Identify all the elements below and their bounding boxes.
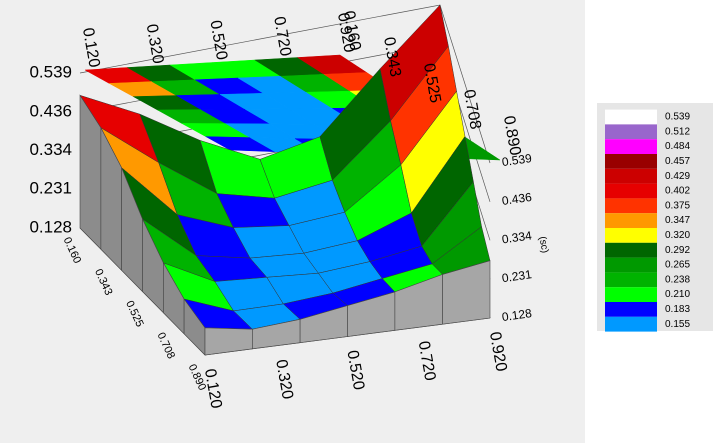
x-tick-label: 0.720 bbox=[270, 15, 294, 57]
legend-swatch bbox=[605, 109, 657, 125]
front-wall bbox=[442, 260, 491, 325]
legend-label: 0.539 bbox=[665, 112, 690, 123]
z-tick-label: 0.231 bbox=[501, 267, 533, 285]
legend-swatch bbox=[605, 302, 657, 317]
legend-swatch bbox=[605, 242, 657, 258]
legend-label: 0.238 bbox=[665, 274, 690, 285]
x-tick-label: 0.320 bbox=[272, 358, 296, 400]
x-tick-label: 0.320 bbox=[143, 23, 167, 65]
z-tick-label: 0.231 bbox=[29, 179, 72, 198]
legend-swatch bbox=[605, 154, 657, 169]
x-tick-label: 0.920 bbox=[334, 11, 358, 53]
y-tick-label: 0.708 bbox=[460, 88, 484, 130]
legend-label: 0.320 bbox=[665, 230, 690, 241]
x-tick-label: 0.120 bbox=[201, 367, 225, 409]
legend-label: 0.512 bbox=[665, 126, 690, 137]
legend-label: 0.183 bbox=[665, 304, 690, 315]
z-tick-label: 0.334 bbox=[29, 140, 72, 159]
legend-label: 0.457 bbox=[665, 156, 690, 167]
legend-label: 0.347 bbox=[665, 215, 690, 226]
legend-swatch bbox=[605, 198, 657, 214]
y-tick-label: 0.890 bbox=[500, 114, 524, 156]
legend-swatch bbox=[605, 139, 657, 154]
legend-label: 0.155 bbox=[665, 319, 690, 330]
legend-swatch bbox=[605, 316, 657, 332]
legend-label: 0.402 bbox=[665, 186, 690, 197]
z-tick-label: 0.128 bbox=[501, 306, 533, 324]
legend-swatch bbox=[605, 228, 657, 243]
legend-swatch bbox=[605, 124, 657, 140]
y-tick-label: 0.525 bbox=[420, 62, 444, 104]
legend-swatch bbox=[605, 287, 657, 302]
z-tick-label: 0.539 bbox=[29, 62, 72, 81]
legend-label: 0.292 bbox=[665, 245, 690, 256]
z-axis-label: (sc) bbox=[536, 236, 550, 254]
legend-label: 0.429 bbox=[665, 171, 690, 182]
legend-swatch bbox=[605, 272, 657, 288]
z-tick-label: 0.436 bbox=[501, 190, 533, 208]
legend-swatch bbox=[605, 168, 657, 184]
z-tick-label: 0.539 bbox=[501, 151, 533, 169]
legend-swatch bbox=[605, 257, 657, 273]
legend-label: 0.484 bbox=[665, 141, 690, 152]
legend-swatch bbox=[605, 183, 657, 199]
legend-swatch bbox=[605, 213, 657, 228]
y-tick-label: 0.343 bbox=[380, 36, 404, 78]
legend-label: 0.265 bbox=[665, 260, 690, 271]
z-tick-label: 0.334 bbox=[501, 228, 533, 246]
x-tick-label: 0.520 bbox=[206, 19, 230, 61]
legend-label: 0.375 bbox=[665, 200, 690, 211]
legend-label: 0.210 bbox=[665, 289, 690, 300]
x-tick-label: 0.520 bbox=[343, 349, 367, 391]
y-tick-label: 0.160 bbox=[340, 9, 364, 51]
z-tick-label: 0.128 bbox=[29, 217, 72, 236]
z-tick-label: 0.436 bbox=[29, 101, 72, 120]
x-tick-label: 0.720 bbox=[415, 340, 439, 382]
x-tick-label: 0.120 bbox=[79, 26, 103, 68]
x-tick-label: 0.920 bbox=[486, 330, 510, 372]
